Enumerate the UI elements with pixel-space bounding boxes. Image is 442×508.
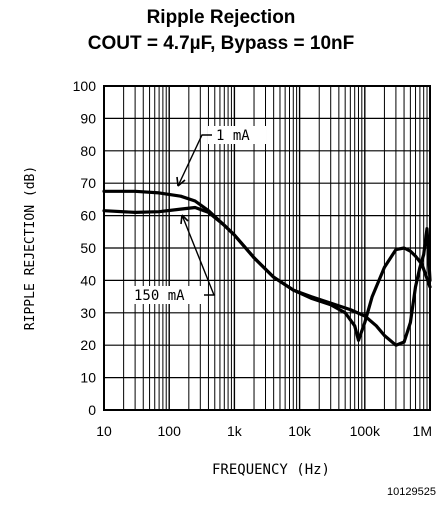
x-tick-label: 1M	[413, 423, 432, 439]
y-tick-label: 40	[80, 272, 96, 288]
y-tick-label: 50	[80, 240, 96, 256]
y-tick-label: 80	[80, 143, 96, 159]
annotation-150ma-label: 150 mA	[134, 288, 185, 304]
x-tick-label: 10k	[288, 423, 312, 439]
chart-title: Ripple Rejection	[146, 7, 296, 28]
y-axis-label: RIPPLE REJECTION (dB)	[23, 166, 38, 330]
annotation-150ma-bg	[130, 286, 204, 304]
annotation-1ma-arrow	[176, 176, 186, 187]
x-axis-label: FREQUENCY (Hz)	[212, 462, 330, 478]
y-tick-label: 0	[88, 402, 96, 418]
x-tick-label: 1k	[227, 423, 243, 439]
grid	[103, 85, 430, 411]
y-tick-label: 70	[80, 175, 96, 191]
annotation-150ma-leader	[181, 214, 216, 296]
x-tick-label: 10	[96, 423, 112, 439]
annotation-1ma-bg	[208, 126, 266, 144]
x-tick-label: 100	[158, 423, 182, 439]
chart-subtitle: COUT = 4.7µF, Bypass = 10nF	[87, 33, 355, 54]
annotation-1ma-label: 1 mA	[216, 128, 250, 144]
y-tick-label: 20	[80, 337, 96, 353]
figure-id: 10129525	[387, 486, 436, 498]
y-tick-labels: 0 10 20 30 40 50 60 70 80 90 100	[73, 78, 97, 418]
y-tick-label: 10	[80, 370, 96, 386]
y-tick-label: 30	[80, 305, 96, 321]
series-line-1ma	[102, 189, 432, 342]
y-tick-label: 60	[80, 208, 96, 224]
y-tick-label: 90	[80, 110, 96, 126]
x-tick-label: 100k	[350, 423, 381, 439]
series-lines	[102, 189, 432, 347]
annotation-150ma-arrow	[180, 214, 189, 225]
series-line-150ma	[102, 205, 432, 347]
annotation-1ma-leader	[177, 134, 212, 187]
x-tick-labels: 10 100 1k 10k 100k 1M	[96, 423, 432, 439]
y-tick-label: 100	[73, 78, 97, 94]
annotations: 1 mA 150 mA	[130, 126, 266, 304]
plot-frame	[103, 85, 431, 411]
